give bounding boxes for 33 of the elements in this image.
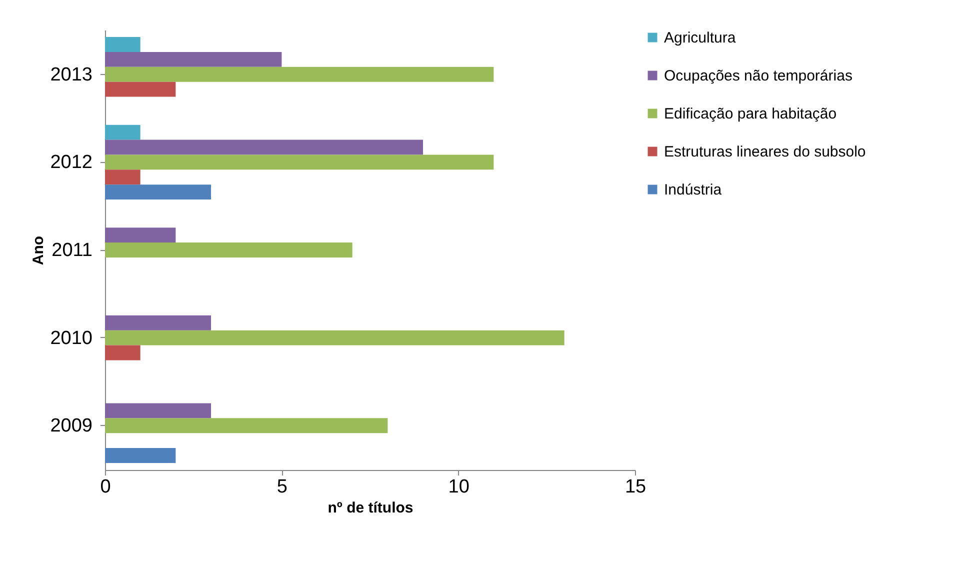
bar [105, 66, 494, 82]
x-tick-label: 10 [448, 476, 470, 498]
legend-label: Estruturas lineares do subsolo [664, 144, 866, 160]
bar [105, 140, 423, 155]
bar [105, 228, 176, 243]
y-tick-label: 2012 [50, 152, 92, 174]
bar [105, 403, 211, 418]
legend-label: Indústria [664, 182, 722, 198]
y-tick-label: 2010 [50, 328, 92, 349]
bar [105, 242, 352, 258]
bar [105, 124, 140, 140]
legend-label: Ocupações não temporárias [664, 68, 852, 84]
legend-label: Agricultura [664, 30, 736, 46]
bar [105, 448, 176, 463]
bar [105, 52, 282, 67]
y-tick-label: 2011 [52, 240, 92, 261]
bar [105, 184, 211, 200]
y-tick-label: 2009 [50, 416, 92, 437]
legend-label: Edificação para habitação [664, 106, 837, 122]
x-tick-label: 0 [100, 476, 111, 498]
bar [105, 345, 140, 360]
x-axis-title: nº de títulos [328, 500, 414, 516]
bar [105, 37, 140, 52]
x-tick-label: 15 [624, 476, 646, 498]
bar [105, 170, 140, 185]
bar [105, 154, 494, 170]
bar [105, 330, 564, 346]
y-axis-title: Ano [30, 236, 48, 266]
bar [105, 82, 176, 97]
bar [105, 315, 211, 330]
bar [105, 418, 388, 434]
y-tick-label: 2013 [50, 64, 92, 86]
x-tick-label: 5 [276, 476, 288, 498]
